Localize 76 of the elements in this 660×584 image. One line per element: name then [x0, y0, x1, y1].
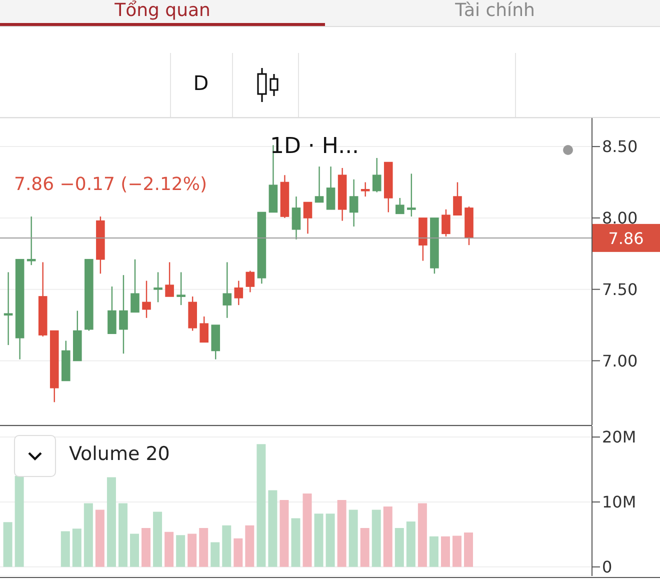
- candlestick: [234, 280, 244, 306]
- bar: [326, 514, 335, 567]
- candlestick: [314, 166, 324, 203]
- bar: [210, 542, 220, 567]
- y-tick-label: 7.00: [602, 351, 638, 370]
- y-tick-label: 7.50: [602, 280, 638, 300]
- y-tick-label: 0: [602, 558, 612, 577]
- candlestick: [360, 182, 370, 198]
- bar: [383, 506, 392, 567]
- candlestick: [292, 196, 301, 240]
- candlestick: [119, 274, 128, 354]
- y-tick-label: 8.50: [602, 137, 638, 156]
- bar: [234, 538, 243, 567]
- candlestick: [154, 272, 162, 303]
- bar: [429, 536, 438, 567]
- bar: [302, 494, 312, 567]
- bar: [188, 534, 197, 567]
- bar: [142, 528, 151, 567]
- bar: [199, 528, 208, 567]
- bar: [95, 510, 104, 567]
- candlestick: [246, 270, 255, 293]
- bar: [348, 510, 358, 567]
- y-tick-label: 20M: [602, 428, 636, 447]
- text: Tổng quan: [114, 0, 212, 22]
- bar: [268, 490, 278, 567]
- candlestick: [26, 216, 36, 266]
- annotation: 7.86 −0.17 (−2.12%): [14, 174, 207, 196]
- text: Volume 20: [69, 443, 170, 465]
- text: 1D · H...: [269, 134, 360, 159]
- candlestick: [4, 272, 13, 346]
- candlestick: [372, 157, 382, 193]
- bar: [291, 518, 300, 567]
- bar: [256, 444, 266, 567]
- bar: [176, 535, 186, 567]
- bar: [14, 476, 24, 567]
- candlestick: [142, 280, 151, 319]
- bar: [153, 512, 162, 567]
- candlestick: [165, 262, 174, 298]
- candlestick: [349, 178, 358, 228]
- text: Tài chính: [454, 0, 536, 22]
- bar: [3, 522, 12, 567]
- candlestick: [200, 316, 208, 343]
- bar: [106, 477, 116, 567]
- candlestick: [303, 202, 312, 234]
- bar: [452, 536, 462, 567]
- bar: [337, 500, 346, 567]
- candlestick: [130, 258, 140, 313]
- y-tick-label: 10M: [602, 492, 636, 512]
- candlestick: [442, 208, 450, 238]
- bar: [406, 521, 416, 567]
- bar: [440, 536, 450, 567]
- bar: [418, 503, 427, 567]
- bar: [372, 510, 381, 567]
- text: D: [192, 71, 210, 95]
- bar: [464, 532, 474, 567]
- candlestick: [396, 197, 404, 214]
- candlestick: [407, 173, 416, 218]
- candlestick: [453, 182, 462, 216]
- bar: [60, 531, 70, 567]
- ref-line-label: 7.86: [608, 228, 644, 248]
- candlestick: [222, 262, 232, 319]
- y-tick-label: 8.00: [602, 208, 638, 228]
- bar: [394, 528, 404, 567]
- candlestick: [176, 272, 186, 306]
- bar: [280, 500, 289, 567]
- bar: [72, 528, 82, 567]
- bar: [245, 525, 254, 567]
- bar: [360, 528, 370, 567]
- bar: [314, 514, 324, 567]
- candlestick: [326, 166, 336, 210]
- bar: [84, 503, 93, 567]
- bar: [222, 525, 232, 567]
- bar: [164, 532, 174, 567]
- candlestick: [108, 286, 116, 334]
- bar: [130, 534, 139, 567]
- bar: [118, 503, 128, 567]
